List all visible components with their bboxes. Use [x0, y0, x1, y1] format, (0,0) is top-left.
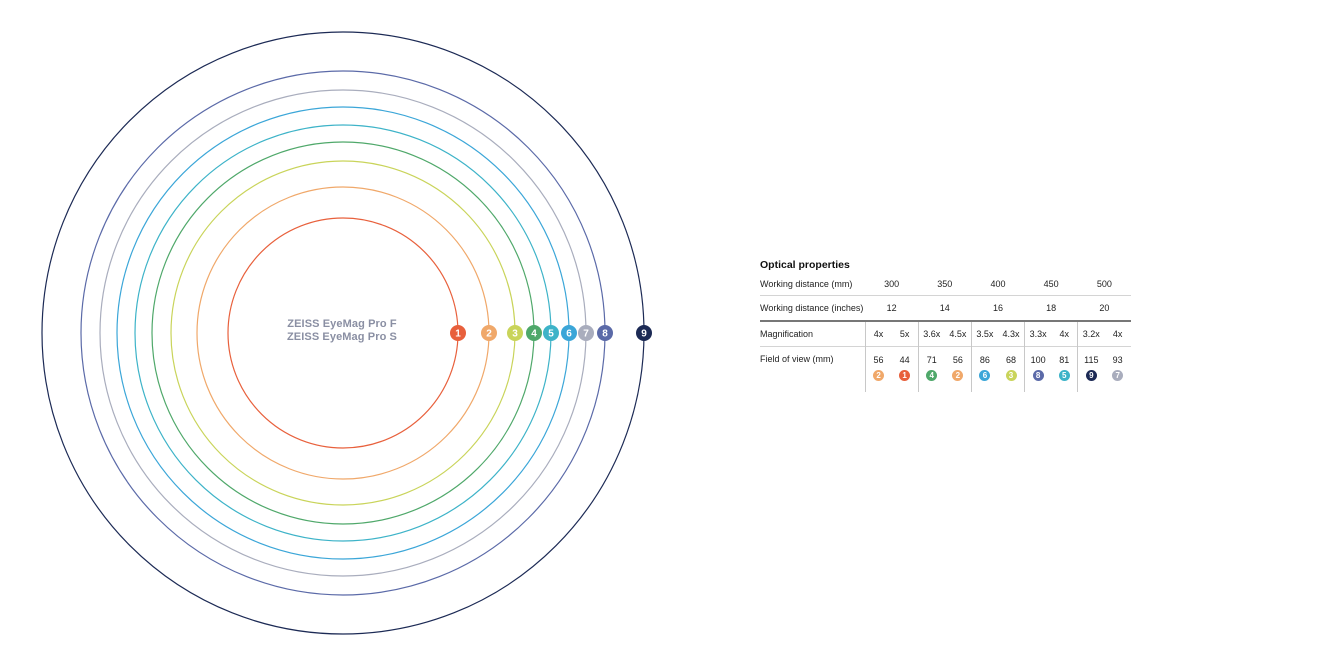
cell-field-of-view: 81 5	[1051, 346, 1078, 392]
row-label-working-distance-mm: Working distance (mm)	[760, 279, 853, 289]
cell-field-of-view: 68 3	[997, 346, 1025, 392]
product-label-pro-f: ZEISS EyeMag Pro F	[287, 318, 397, 330]
row-working-distance-inches: Working distance (inches) 12 14 16 18 20	[760, 295, 1131, 321]
cell-wd-mm: 450	[1043, 279, 1059, 289]
row-field-of-view: Field of view (mm) 56 2 44 1 71 4 56 2 86 6 6…	[760, 346, 1131, 392]
fov-id-badge: 4	[926, 370, 938, 381]
optical-properties-title: Optical properties	[760, 259, 850, 271]
cell-field-of-view: 115 9	[1077, 346, 1105, 392]
fov-value: 86	[979, 355, 990, 365]
cell-field-of-view: 100 8	[1024, 346, 1052, 392]
fov-marker-5: 5	[543, 325, 559, 341]
optics-table: Working distance (mm) 300 350 400 450 50…	[760, 273, 1131, 392]
cell-field-of-view: 56 2	[864, 346, 892, 392]
fov-id-badge: 2	[873, 370, 885, 381]
cell-wd-mm: 400	[990, 279, 1006, 289]
fov-marker-8: 8	[597, 325, 613, 341]
optical-properties-table: Optical properties Working distance (mm)…	[760, 257, 1132, 392]
fov-marker-dot	[597, 325, 613, 341]
fov-marker-label: 1	[455, 329, 461, 340]
cell-wd-in: 18	[1024, 295, 1078, 321]
cell-field-of-view: 56 2	[944, 346, 972, 392]
fov-marker-dot	[450, 325, 466, 341]
cell-field-of-view: 71 4	[917, 346, 945, 392]
row-label-working-distance-inches: Working distance (inches)	[760, 295, 865, 321]
cell-wd-mm: 500	[1096, 279, 1112, 289]
cell-magnification: 5x	[891, 320, 919, 347]
cell-magnification: 4.5x	[944, 320, 972, 347]
fov-marker-dot	[526, 325, 542, 341]
fov-marker-label: 9	[641, 329, 647, 340]
fov-marker-dot	[636, 325, 652, 341]
fov-marker-dot	[561, 325, 577, 341]
fov-marker-label: 8	[602, 329, 608, 340]
fov-marker-7: 7	[578, 325, 594, 341]
cell-magnification: 3.6x	[917, 320, 945, 347]
fov-marker-2: 2	[481, 325, 497, 341]
fov-id-badge: 9	[1085, 370, 1097, 381]
fov-marker-label: 2	[486, 329, 492, 340]
fov-id-badge: 8	[1032, 370, 1044, 381]
fov-marker-label: 3	[512, 329, 518, 340]
fov-marker-9: 9	[636, 325, 652, 341]
fov-marker-label: 4	[531, 329, 537, 340]
fov-id-badge: 6	[979, 370, 991, 381]
cell-magnification: 3.2x	[1077, 320, 1105, 347]
fov-id-badge: 5	[1058, 370, 1070, 381]
fov-value: 56	[873, 355, 884, 365]
row-working-distance-mm: Working distance (mm) 300 350 400 450 50…	[760, 273, 1131, 296]
fov-marker-6: 6	[561, 325, 577, 341]
product-label-pro-s: ZEISS EyeMag Pro S	[286, 331, 397, 343]
fov-marker-dot	[481, 325, 497, 341]
cell-wd-in: 12	[865, 295, 919, 321]
row-label-magnification: Magnification	[760, 320, 865, 347]
fov-marker-dot	[507, 325, 523, 341]
cell-magnification: 4x	[1104, 320, 1131, 347]
fov-value: 100	[1030, 355, 1046, 365]
row-magnification: Magnification 4x 5x 3.6x 4.5x 3.5x 4.3x …	[760, 320, 1131, 347]
fov-marker-label: 5	[548, 329, 554, 340]
fov-value: 115	[1084, 355, 1099, 365]
cell-field-of-view: 93 7	[1104, 346, 1131, 392]
cell-magnification: 4x	[1051, 320, 1078, 347]
cell-magnification: 3.5x	[970, 320, 998, 347]
fov-id-badge: 7	[1112, 370, 1124, 381]
cell-wd-in: 20	[1077, 295, 1131, 321]
fov-value: 44	[899, 355, 910, 365]
cell-magnification: 4x	[864, 320, 892, 347]
cell-field-of-view: 86 6	[970, 346, 998, 392]
fov-marker-3: 3	[507, 325, 523, 341]
row-label-field-of-view: Field of view (mm)	[760, 346, 865, 392]
fov-marker-dot	[578, 325, 594, 341]
cell-wd-mm: 350	[937, 279, 953, 289]
fov-value: 71	[926, 355, 937, 365]
cell-magnification: 4.3x	[997, 320, 1025, 347]
cell-wd-in: 14	[918, 295, 972, 321]
fov-value: 56	[952, 355, 963, 365]
cell-wd-mm: 300	[884, 279, 900, 289]
fov-value: 81	[1059, 355, 1070, 365]
cell-wd-in: 16	[971, 295, 1025, 321]
cell-field-of-view: 44 1	[891, 346, 919, 392]
fov-marker-label: 6	[566, 329, 572, 340]
fov-id-badge: 3	[1005, 370, 1017, 381]
cell-magnification: 3.3x	[1024, 320, 1052, 347]
fov-marker-dot	[543, 325, 559, 341]
fov-value: 93	[1112, 355, 1123, 365]
fov-marker-label: 7	[583, 329, 589, 340]
fov-value: 68	[1006, 355, 1017, 365]
fov-id-badge: 2	[952, 370, 964, 381]
fov-marker-1: 1	[450, 325, 466, 341]
fov-marker-4: 4	[526, 325, 542, 341]
fov-id-badge: 1	[899, 370, 911, 381]
